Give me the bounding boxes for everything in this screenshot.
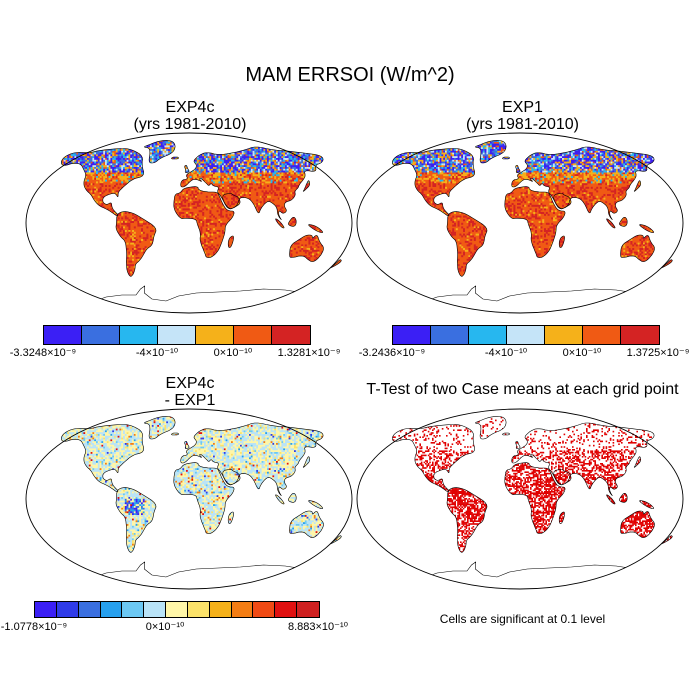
panel-exp4c-title-line2: (yrs 1981-2010): [20, 116, 360, 133]
colorbar-swatch: [507, 326, 545, 344]
panel-diff-title: EXP4c - EXP1: [20, 375, 360, 409]
colorbar-label: 1.3281×10⁻⁹: [278, 346, 341, 359]
colorbar-swatch: [100, 602, 123, 617]
globe-border: [25, 408, 353, 590]
colorbar-swatch: [209, 602, 232, 617]
colorbar-swatch: [82, 326, 120, 344]
colorbar-swatch: [158, 326, 196, 344]
globe-border: [356, 132, 684, 314]
colorbar-swatch: [78, 602, 101, 617]
colorbar-swatch: [196, 326, 234, 344]
colorbar-label: 0×10⁻¹⁰: [146, 620, 185, 633]
colorbar-swatch: [272, 326, 310, 344]
panel-ttest-title: T-Test of two Case means at each grid po…: [350, 381, 695, 398]
colorbar-swatch: [431, 326, 469, 344]
colorbar-swatch: [44, 326, 82, 344]
significance-note: Cells are significant at 0.1 level: [350, 612, 695, 626]
colorbar-swatch: [231, 602, 254, 617]
colorbar-swatch: [234, 326, 272, 344]
colorbar-exp4c: [43, 325, 311, 345]
map-exp4c: [25, 132, 353, 314]
globe-border: [25, 132, 353, 314]
colorbar-swatch: [122, 602, 145, 617]
coastlines: [392, 140, 673, 277]
panel-exp4c-title: EXP4c (yrs 1981-2010): [20, 99, 360, 133]
coastlines: [61, 416, 342, 553]
colorbar-swatch: [120, 326, 158, 344]
colorbar-label: -4×10⁻¹⁰: [485, 346, 527, 359]
colorbar-label: 0×10⁻¹⁰: [214, 346, 253, 359]
panel-diff-title-line2: - EXP1: [20, 392, 360, 409]
colorbar-swatch: [393, 326, 431, 344]
colorbar-swatch: [35, 602, 57, 617]
colorbar-swatch: [187, 602, 210, 617]
colorbar-label: 8.883×10⁻¹⁰: [288, 620, 348, 633]
colorbar-label: -4×10⁻¹⁰: [136, 346, 178, 359]
colorbar-swatch: [621, 326, 659, 344]
colorbar-exp1: [392, 325, 660, 345]
colorbar-label: 0×10⁻¹⁰: [563, 346, 602, 359]
colorbar-swatch: [253, 602, 276, 617]
panel-exp1-title: EXP1 (yrs 1981-2010): [350, 99, 695, 133]
colorbar-swatch: [275, 602, 298, 617]
colorbar-difference: [34, 601, 320, 618]
map-exp1: [356, 132, 684, 314]
colorbar-swatch: [166, 602, 188, 617]
globe-border: [356, 408, 684, 590]
panel-exp1-title-line2: (yrs 1981-2010): [350, 116, 695, 133]
panel-exp4c-title-line1: EXP4c: [20, 99, 360, 116]
map-ttest: [356, 408, 684, 590]
colorbar-label: -1.0778×10⁻⁹: [1, 620, 67, 633]
colorbar-swatch: [469, 326, 507, 344]
colorbar-swatch: [56, 602, 79, 617]
coastlines: [61, 140, 342, 277]
coastlines: [392, 416, 673, 553]
panel-diff-title-line1: EXP4c: [20, 375, 360, 392]
colorbar-swatch: [545, 326, 583, 344]
map-difference: [25, 408, 353, 590]
colorbar-label: -3.3248×10⁻⁹: [10, 346, 76, 359]
colorbar-swatch: [583, 326, 621, 344]
colorbar-swatch: [297, 602, 319, 617]
colorbar-label: 1.3725×10⁻⁹: [627, 346, 690, 359]
panel-exp1-title-line1: EXP1: [350, 99, 695, 116]
figure-title: MAM ERRSOI (W/m^2): [0, 64, 700, 87]
colorbar-label: -3.2436×10⁻⁹: [359, 346, 425, 359]
colorbar-swatch: [144, 602, 167, 617]
